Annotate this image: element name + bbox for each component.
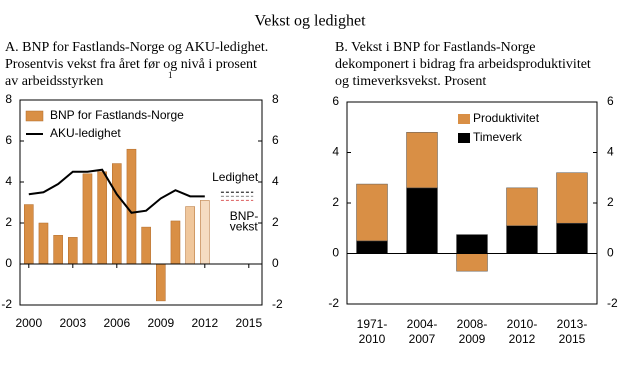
legend-label: Timeverk [473, 130, 523, 144]
x-tick-label: 2004- [407, 317, 438, 331]
y-tick-label: -2 [1, 297, 12, 311]
bar [82, 173, 93, 265]
bar [170, 220, 181, 265]
x-tick-label: 2006 [103, 316, 130, 330]
x-tick-label: 2010- [507, 317, 538, 331]
x-tick-label: 2015 [559, 332, 586, 346]
bar [53, 235, 63, 265]
legend-label: BNP for Fastlands-Norge [50, 108, 184, 122]
bar-segment [356, 183, 388, 242]
bar [200, 200, 210, 265]
y2-tick-label: 0 [272, 256, 279, 270]
bar [126, 148, 137, 265]
x-tick-label: 2010 [359, 332, 386, 346]
y2-tick-label: 8 [272, 92, 279, 106]
bar-segment [506, 187, 538, 226]
legend-label: Produktivitet [473, 111, 540, 125]
bar-segment [556, 172, 588, 224]
x-tick-label: 2008- [457, 317, 488, 331]
bar-segment [456, 253, 488, 272]
x-tick-label: 2012 [509, 332, 536, 346]
panel-title: av arbeidsstyrken [5, 74, 103, 89]
bar-segment [556, 222, 588, 254]
x-tick-label: 2003 [59, 316, 86, 330]
legend-label: AKU-ledighet [50, 126, 121, 140]
y-tick-label: 6 [332, 94, 339, 108]
annotation: BNP- [230, 209, 259, 223]
bar-segment [406, 187, 438, 254]
y2-tick-label: 2 [272, 215, 279, 229]
x-tick-label: 2012 [191, 316, 218, 330]
y-tick-label: 6 [5, 133, 12, 147]
plot-frame [19, 99, 263, 306]
x-tick-label: 2015 [235, 316, 262, 330]
x-tick-label: 2009 [147, 316, 174, 330]
y-tick-label: 2 [5, 215, 12, 229]
y2-tick-label: -2 [607, 296, 618, 310]
legend-swatch [25, 110, 44, 122]
panel-title: A. BNP for Fastlands-Norge og AKU-ledigh… [5, 40, 268, 55]
panel-title: B. Vekst i BNP for Fastlands-Norge [335, 40, 535, 55]
bar [112, 163, 122, 265]
y2-tick-label: -2 [272, 297, 283, 311]
line [28, 168, 205, 214]
bar [97, 171, 107, 265]
y2-tick-label: 6 [607, 94, 614, 108]
bar [38, 222, 49, 265]
panel-title: dekomponert i bidrag fra arbeidsprodukti… [335, 57, 591, 72]
y-tick-label: 0 [5, 256, 12, 270]
x-tick-label: 2007 [409, 332, 436, 346]
bar [185, 206, 195, 265]
x-tick-label: 1971- [357, 317, 388, 331]
legend-swatch [458, 114, 470, 124]
y-tick-label: 8 [5, 92, 12, 106]
bar [68, 237, 78, 265]
legend-swatch [458, 133, 470, 143]
y2-tick-label: 0 [607, 246, 614, 260]
bar [156, 263, 166, 302]
panel-title: Prosentvis vekst fra året før og nivå i … [5, 57, 257, 72]
annotation: Ledighet [212, 170, 259, 184]
y2-tick-label: 4 [607, 145, 614, 159]
y-tick-label: 4 [332, 145, 339, 159]
x-tick-label: 2000 [15, 316, 42, 330]
bar-segment [456, 234, 488, 254]
bar-segment [406, 132, 438, 189]
y-tick-label: 4 [5, 174, 12, 188]
panel-title: og timeverksvekst. Prosent [335, 74, 486, 89]
annotation: vekst [230, 219, 259, 233]
bar [141, 226, 151, 265]
bar-segment [506, 225, 538, 254]
y2-tick-label: 2 [607, 195, 614, 209]
y2-tick-label: 4 [272, 174, 279, 188]
title-note: 1 [168, 70, 173, 80]
y-tick-label: -2 [328, 296, 339, 310]
bar [24, 204, 34, 265]
y-tick-label: 0 [332, 246, 339, 260]
bar-segment [356, 240, 388, 254]
figure-title: Vekst og ledighet [254, 13, 366, 30]
x-tick-label: 2013- [557, 317, 588, 331]
y-tick-label: 2 [332, 195, 339, 209]
y2-tick-label: 6 [272, 133, 279, 147]
x-tick-label: 2009 [459, 332, 486, 346]
